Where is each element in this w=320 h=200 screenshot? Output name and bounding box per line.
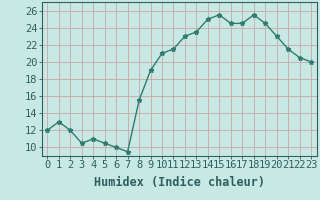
X-axis label: Humidex (Indice chaleur): Humidex (Indice chaleur) bbox=[94, 176, 265, 189]
